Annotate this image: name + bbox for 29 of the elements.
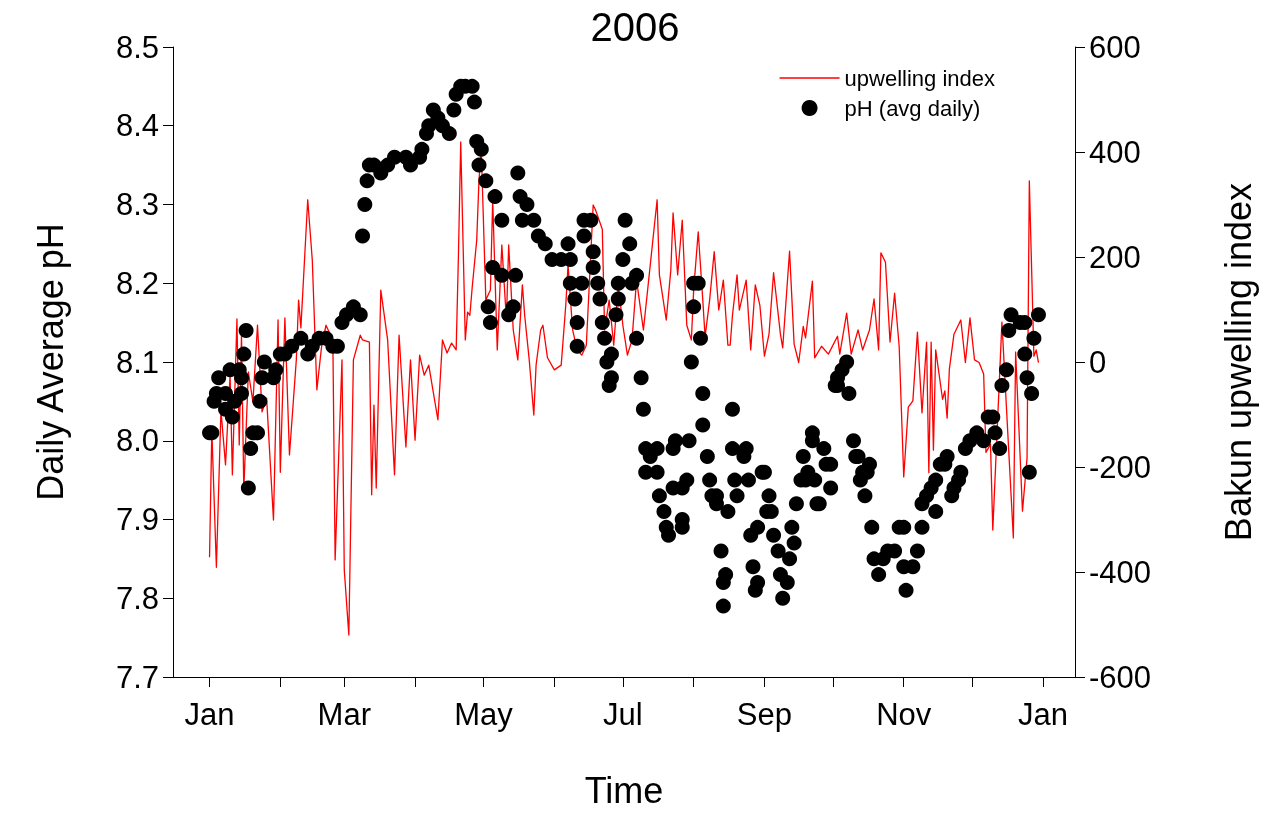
y2-tick-label: 400 bbox=[1089, 134, 1141, 170]
x-tick-label: Jul bbox=[603, 697, 643, 732]
y2-tick-label: -200 bbox=[1089, 449, 1152, 485]
y2-tick-label: 0 bbox=[1089, 344, 1107, 380]
y2-tick-label: -400 bbox=[1089, 554, 1152, 590]
chart-title: 2006 bbox=[590, 5, 680, 49]
legend-label: upwelling index bbox=[844, 65, 995, 91]
y-axis-title: Daily Average pH bbox=[29, 223, 71, 501]
y-tick-label: 8.2 bbox=[115, 265, 159, 301]
y-tick-label: 8.0 bbox=[115, 423, 159, 459]
x-tick-label: Jan bbox=[184, 697, 235, 732]
y-tick-label: 7.7 bbox=[115, 659, 159, 695]
x-tick-label: Nov bbox=[876, 697, 932, 732]
y-tick-label: 8.4 bbox=[115, 108, 159, 144]
x-tick-label: Jan bbox=[1018, 697, 1069, 732]
x-tick-label: Mar bbox=[317, 697, 371, 732]
x-axis-title: Time bbox=[584, 769, 664, 811]
x-tick-label: Sep bbox=[736, 697, 793, 732]
y2-tick-label: 600 bbox=[1089, 29, 1141, 65]
legend-label: pH (avg daily) bbox=[844, 95, 981, 121]
y-tick-label: 7.9 bbox=[115, 502, 159, 537]
y-tick-label: 8.1 bbox=[115, 344, 159, 380]
y-tick-label: 8.5 bbox=[115, 29, 159, 65]
y2-axis-title: Bakun upwelling index bbox=[1217, 182, 1259, 542]
y-tick-label: 7.8 bbox=[115, 580, 159, 616]
x-tick-label: May bbox=[454, 697, 514, 732]
y2-tick-label: 200 bbox=[1089, 239, 1141, 275]
y2-tick-label: -600 bbox=[1089, 659, 1152, 695]
y-tick-label: 8.3 bbox=[115, 187, 159, 222]
